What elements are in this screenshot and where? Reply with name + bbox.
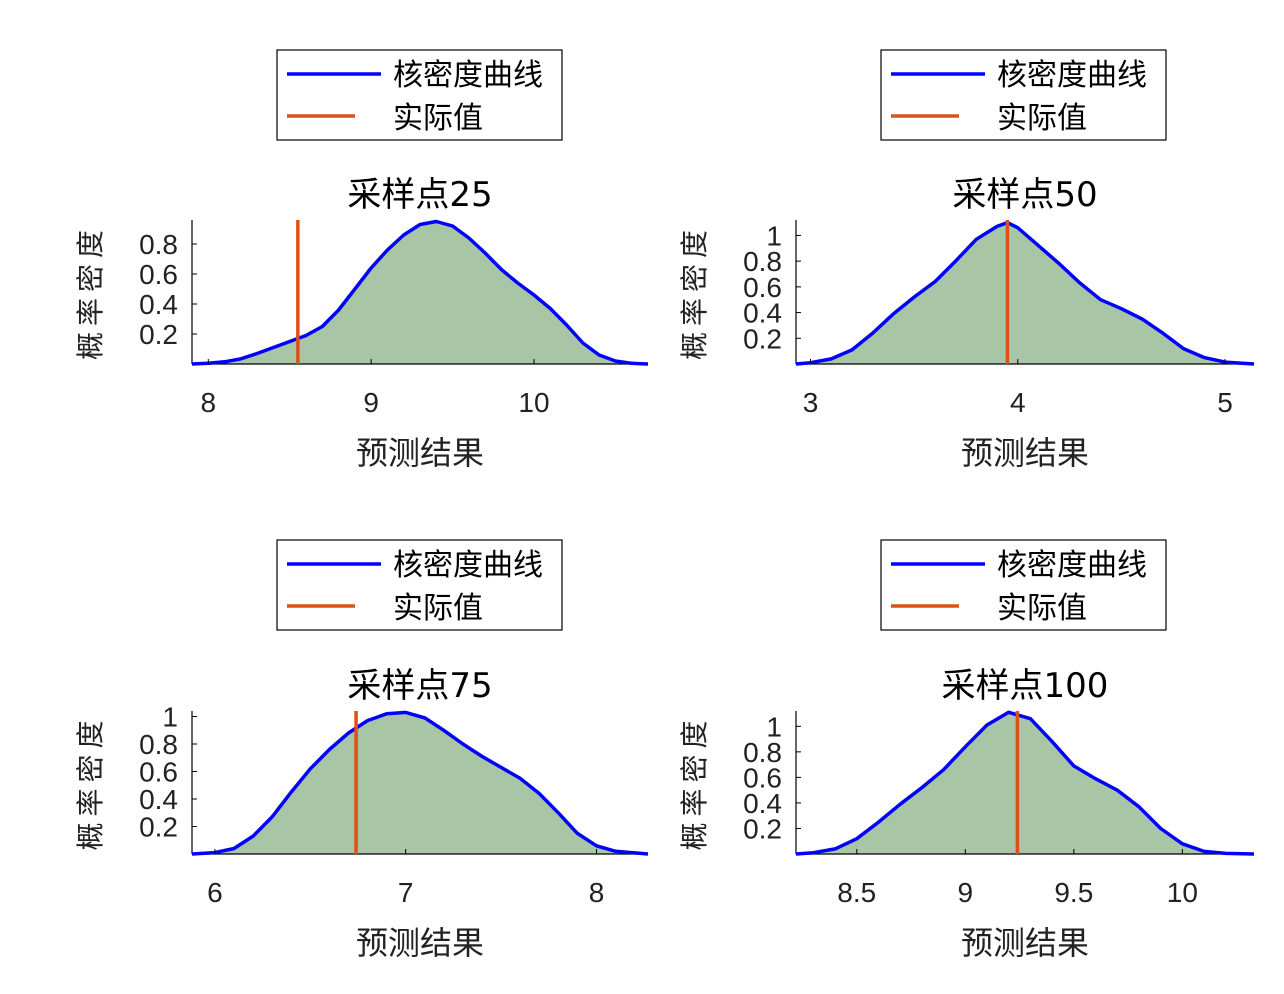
legend-actual-label: 实际值 [393,591,483,626]
x-axis-label: 预测结果 [356,924,484,962]
x-tick-label: 10 [518,387,549,418]
x-tick-label: 4 [1010,387,1026,418]
y-axis-label: 概率密度 [74,224,107,360]
y-tick-label: 0.8 [743,246,782,277]
legend-box [880,49,1167,141]
legend-kde-label: 核密度曲线 [393,548,543,583]
legend-box [880,539,1167,631]
y-tick-label: 0.4 [139,289,178,320]
subplot-title: 采样点75 [347,666,492,706]
x-tick-label: 3 [803,387,819,418]
legend-kde-label: 核密度曲线 [997,548,1147,583]
y-tick-label: 0.4 [743,298,782,329]
y-tick-label: 0.2 [139,812,178,843]
subplot-title: 采样点100 [942,666,1109,706]
y-tick-label: 0.4 [743,788,782,819]
y-axis-label: 概率密度 [678,224,711,360]
y-tick-label: 0.8 [743,737,782,768]
y-tick-label: 0.2 [139,319,178,350]
kde-line [795,220,1255,366]
y-tick-label: 1 [766,220,782,251]
x-axis-label: 预测结果 [356,434,484,472]
subplot-title: 采样点25 [347,175,492,215]
kde-line [191,710,649,856]
y-tick-label: 0.6 [139,757,178,788]
y-tick-label: 0.2 [743,323,782,354]
legend-box [276,49,563,141]
y-tick-label: 0.4 [139,784,178,815]
legend-actual-label: 实际值 [393,101,483,136]
kde-area [192,712,648,854]
y-tick-label: 1 [766,711,782,742]
y-tick-label: 0.8 [139,229,178,260]
legend-actual-label: 实际值 [997,591,1087,626]
legend-kde-label: 核密度曲线 [997,58,1147,93]
x-tick-label: 9 [958,877,974,908]
subplot-4: 8.5 9 9.5 10 0.20.40.60.81 采样点100 预测结果 概率密度 核密度曲… [678,539,1255,962]
x-tick-label: 6 [207,877,223,908]
y-axis-label: 概率密度 [74,714,107,850]
x-tick-label: 7 [398,877,414,908]
legend-box [276,539,563,631]
kde-line [191,219,649,366]
legend-actual-label: 实际值 [997,101,1087,136]
x-tick-label: 8.5 [837,877,876,908]
y-tick-label: 0.8 [139,729,178,760]
subplot-title: 采样点50 [952,175,1097,215]
x-tick-label: 8 [589,877,605,908]
x-tick-label: 9.5 [1054,877,1093,908]
y-tick-label: 0.2 [743,813,782,844]
x-tick-label: 9 [363,387,379,418]
x-tick-label: 8 [200,387,216,418]
y-tick-label: 0.6 [139,259,178,290]
x-tick-label: 5 [1217,387,1233,418]
legend-kde-label: 核密度曲线 [393,58,543,93]
kde-area [796,222,1254,364]
x-axis-label: 预测结果 [961,434,1089,472]
y-tick-label: 0.6 [743,272,782,303]
y-tick-label: 0.6 [743,762,782,793]
x-axis-label: 预测结果 [961,924,1089,962]
x-tick-label: 10 [1167,877,1198,908]
y-tick-label: 1 [162,702,178,733]
kde-line [795,710,1255,856]
kde-area [796,712,1254,854]
kde-area [192,221,648,364]
y-axis-label: 概率密度 [678,714,711,850]
